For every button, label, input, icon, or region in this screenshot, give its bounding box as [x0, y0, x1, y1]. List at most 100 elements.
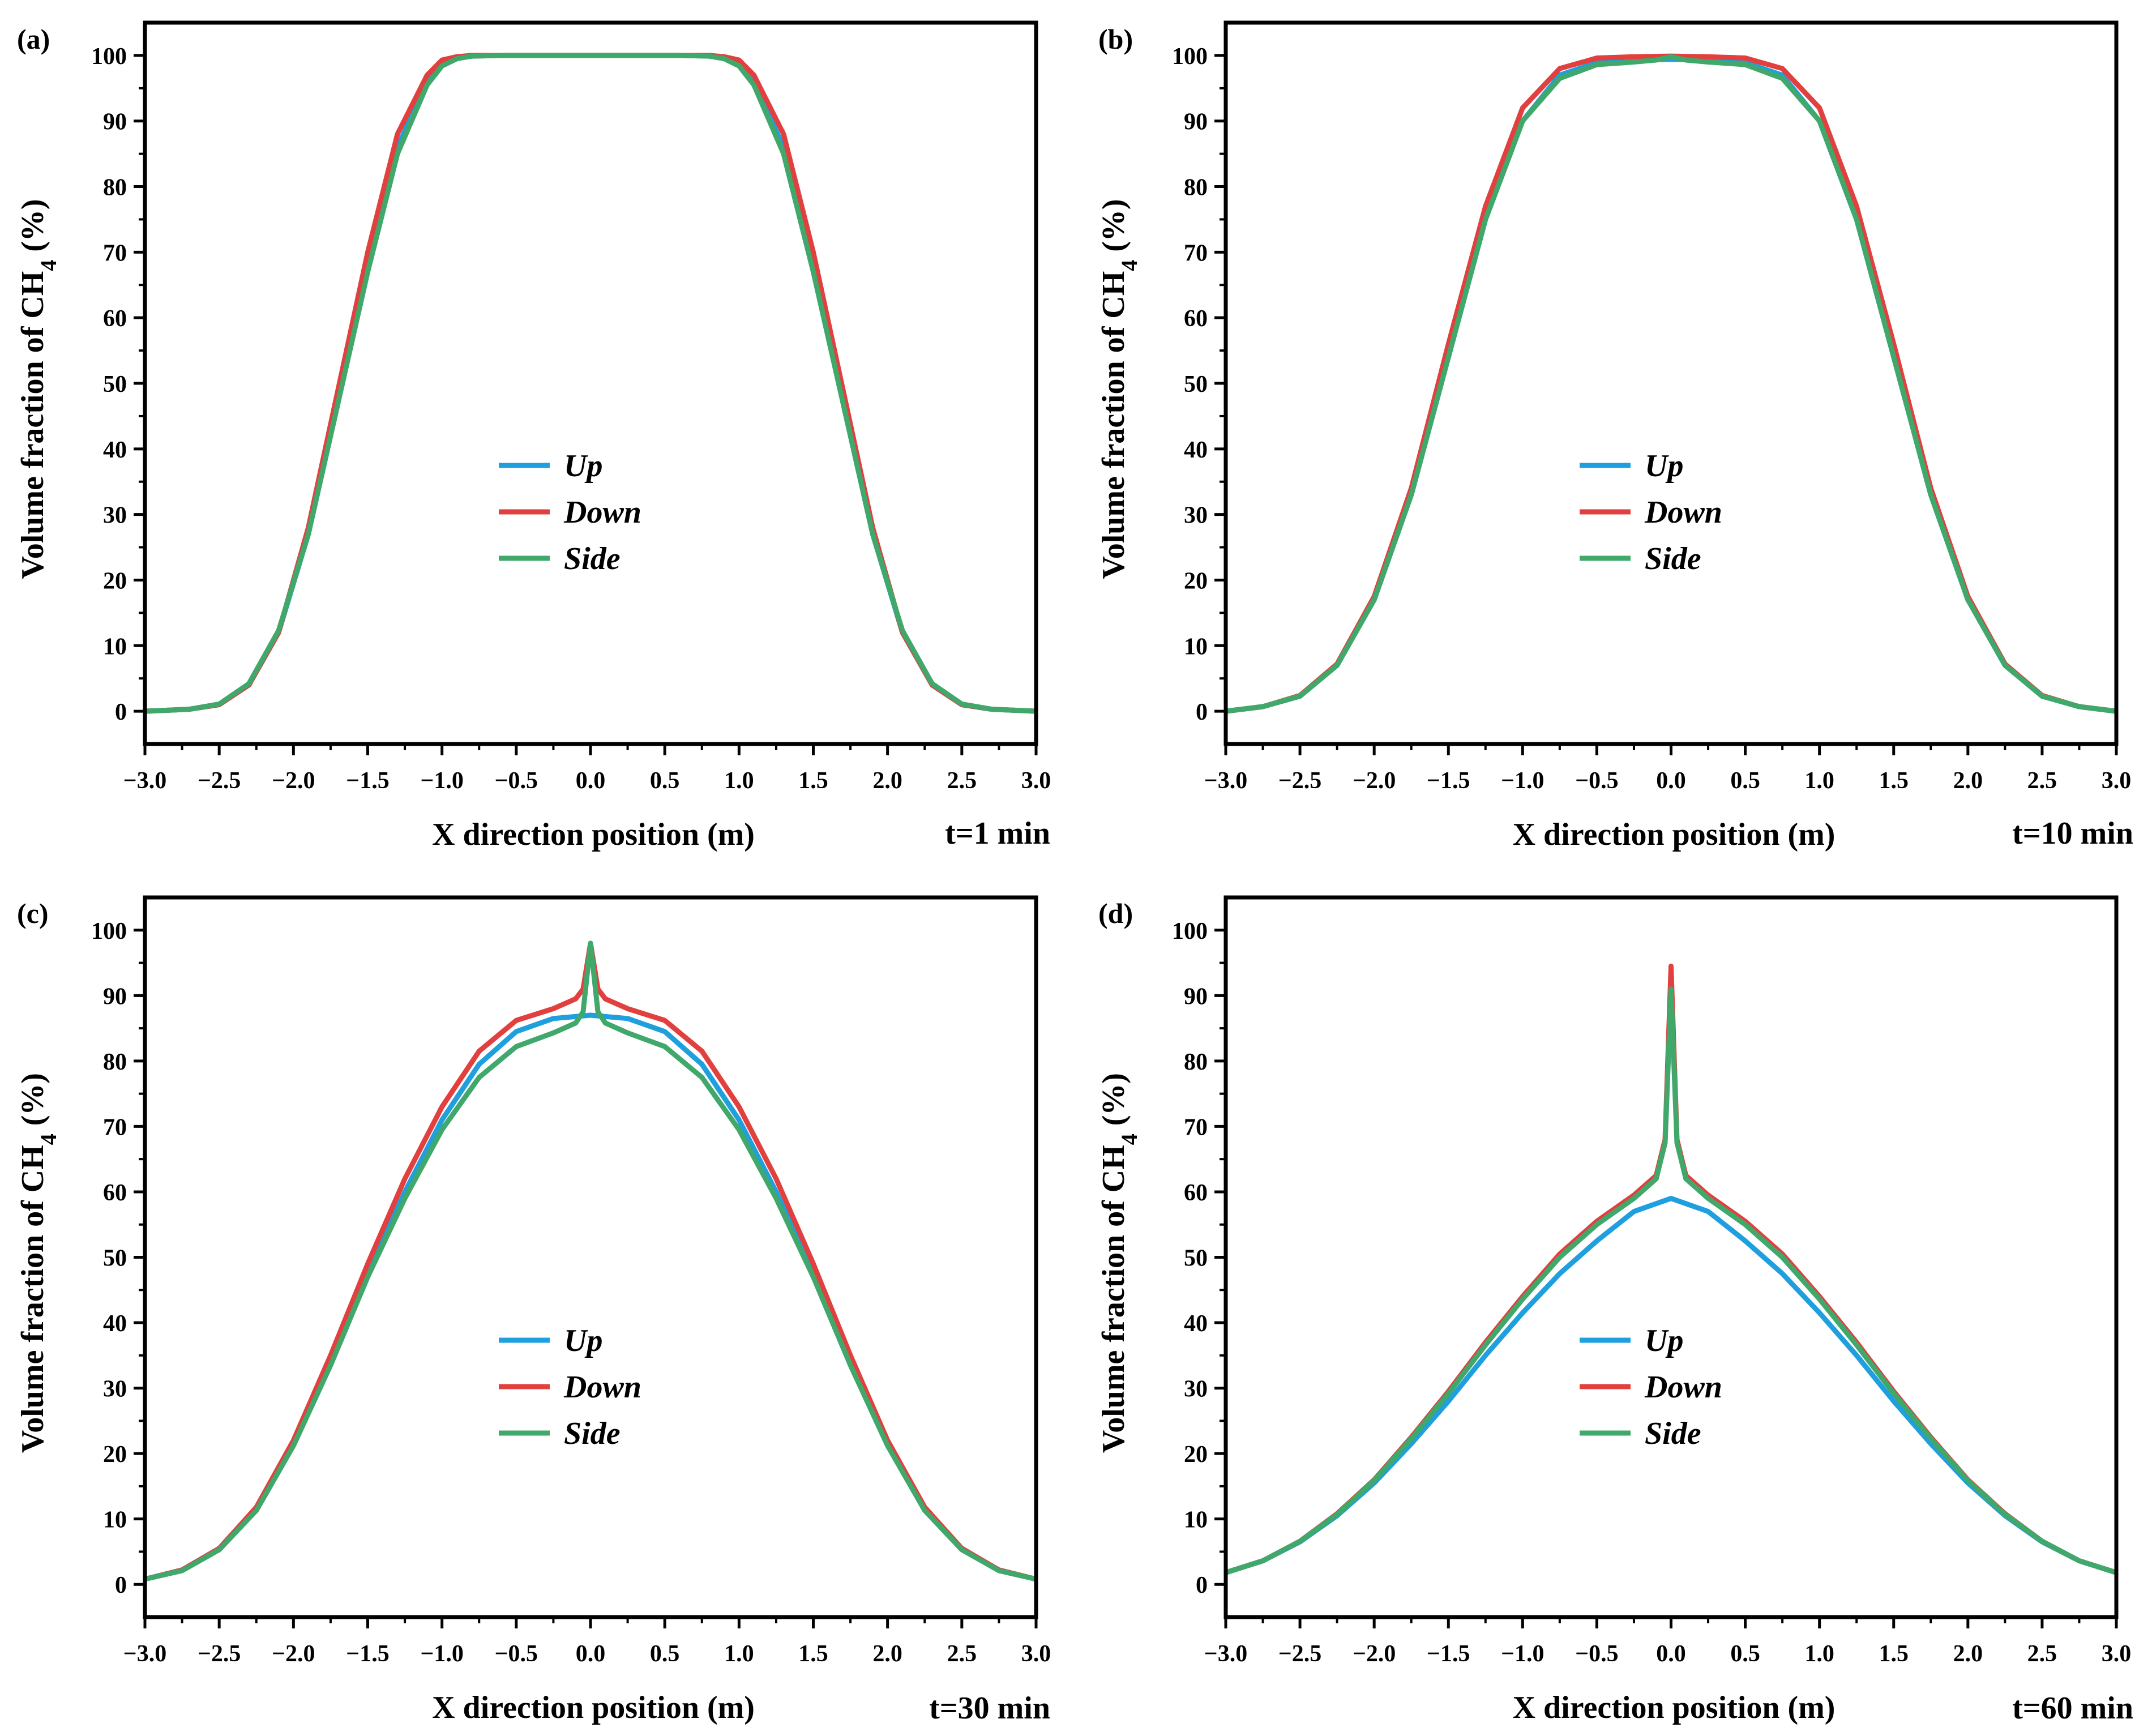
- x-tick-label: −3.0: [1204, 1641, 1247, 1667]
- x-tick-label: 1.0: [724, 1641, 754, 1667]
- x-tick-label: 1.0: [724, 768, 754, 794]
- panel-label: (c): [17, 897, 49, 929]
- y-axis-title-unit: (%): [15, 199, 50, 259]
- legend-label-down: Down: [1644, 1370, 1722, 1405]
- x-tick-label: −0.5: [1575, 1641, 1618, 1667]
- y-axis-title: Volume fraction of CH4 (%): [15, 199, 61, 579]
- chart-panel: −3.0 −2.5 −2.0 −1.5 −1.0 −0.5 0.0 0.5 1.0 1.5 2.0 2…: [15, 20, 1051, 852]
- legend-label-side: Side: [564, 541, 621, 576]
- y-tick-label: 100: [1172, 918, 1208, 944]
- series-group: [145, 940, 1036, 1582]
- x-axis-title: X direction position (m): [432, 817, 755, 852]
- y-tick-label: 40: [1184, 1311, 1208, 1337]
- x-tick-label: 1.0: [1804, 1641, 1834, 1667]
- y-axis-title-main: Volume fraction of CH: [1096, 271, 1131, 579]
- y-tick-label: 30: [103, 1376, 127, 1403]
- series-line-up: [145, 53, 1036, 714]
- chart-panel: −3.0 −2.5 −2.0 −1.5 −1.0 −0.5 0.0 0.5 1.0 1.5 2.0 2…: [1096, 20, 2133, 852]
- y-tick-label: 50: [1184, 371, 1208, 397]
- x-tick-label: 0.0: [576, 768, 606, 794]
- y-tick-label: 100: [1172, 44, 1208, 70]
- x-tick-label: −2.0: [1353, 768, 1396, 794]
- y-tick-label: 30: [1184, 1376, 1208, 1403]
- x-tick-label: −1.0: [1501, 768, 1544, 794]
- plot-frame: [1223, 20, 2119, 746]
- chart-panel: −3.0 −2.5 −2.0 −1.5 −1.0 −0.5 0.0 0.5 1.0 1.5 2.0 2…: [1096, 895, 2133, 1726]
- y-tick-label: 90: [1184, 984, 1208, 1010]
- y-tick-label: 20: [103, 568, 127, 594]
- y-tick-label: 70: [1184, 240, 1208, 266]
- y-tick-label: 40: [1184, 437, 1208, 463]
- time-label: t=10 min: [2012, 816, 2133, 851]
- y-tick-label: 80: [103, 1049, 127, 1075]
- y-tick-label: 70: [103, 1114, 127, 1140]
- time-label: t=1 min: [945, 816, 1050, 851]
- y-tick-label: 70: [1184, 1114, 1208, 1140]
- y-tick-label: 20: [1184, 1442, 1208, 1468]
- x-axis-title: X direction position (m): [432, 1690, 755, 1725]
- x-tick-label: 2.5: [2027, 1641, 2057, 1667]
- y-axis-title-unit: (%): [1096, 199, 1131, 259]
- y-tick-label: 80: [1184, 1049, 1208, 1075]
- x-tick-label: −3.0: [1204, 768, 1247, 794]
- panel-label: (a): [17, 23, 50, 55]
- y-tick-label: 50: [1184, 1246, 1208, 1272]
- x-tick-label: 1.5: [798, 768, 828, 794]
- x-tick-label: −1.5: [1427, 1641, 1470, 1667]
- x-tick-label: 2.0: [1953, 1641, 1983, 1667]
- legend-label-down: Down: [563, 1370, 641, 1405]
- x-tick-label: −2.5: [1278, 1641, 1321, 1667]
- x-tick-label: 0.5: [650, 768, 680, 794]
- y-tick-label: 20: [103, 1442, 127, 1468]
- series-line-down: [145, 53, 1036, 714]
- x-tick-label: 3.0: [2102, 1641, 2132, 1667]
- x-tick-label: −0.5: [495, 1641, 538, 1667]
- x-tick-label: −1.0: [420, 768, 463, 794]
- legend-label-side: Side: [1645, 1416, 1701, 1451]
- y-tick-label: 90: [103, 109, 127, 135]
- x-tick-label: 0.0: [576, 1641, 606, 1667]
- legend-label-down: Down: [1644, 495, 1722, 530]
- legend-label-side: Side: [1645, 541, 1701, 576]
- y-tick-label: 30: [1184, 503, 1208, 529]
- series-line-side: [1226, 54, 2116, 714]
- series-group: [1226, 963, 2116, 1575]
- y-tick-label: 60: [1184, 306, 1208, 332]
- x-tick-label: 2.0: [872, 1641, 902, 1667]
- y-axis-title-unit: (%): [1096, 1073, 1131, 1134]
- series-line-up: [1226, 57, 2116, 714]
- time-label: t=30 min: [929, 1691, 1050, 1726]
- legend-label-up: Up: [1645, 1323, 1683, 1358]
- x-tick-label: −2.5: [1278, 768, 1321, 794]
- y-tick-label: 80: [103, 175, 127, 201]
- y-tick-label: 90: [1184, 109, 1208, 135]
- x-tick-label: −1.0: [420, 1641, 463, 1667]
- series-group: [1226, 53, 2116, 714]
- x-tick-label: 1.5: [1879, 1641, 1909, 1667]
- legend-label-up: Up: [564, 1323, 602, 1358]
- legend-label-side: Side: [564, 1416, 621, 1451]
- y-tick-label: 10: [1184, 1507, 1208, 1533]
- x-tick-label: 2.0: [872, 768, 902, 794]
- x-tick-label: −0.5: [495, 768, 538, 794]
- y-tick-label: 60: [103, 1180, 127, 1206]
- x-tick-label: 2.0: [1953, 768, 1983, 794]
- y-tick-label: 20: [1184, 568, 1208, 594]
- x-tick-label: 2.5: [947, 768, 977, 794]
- x-tick-label: 0.5: [1730, 1641, 1760, 1667]
- y-tick-label: 100: [91, 44, 127, 70]
- x-tick-label: 3.0: [2102, 768, 2132, 794]
- y-tick-label: 30: [103, 503, 127, 529]
- x-tick-label: −1.5: [346, 768, 389, 794]
- y-axis-title-main: Volume fraction of CH: [15, 1145, 50, 1453]
- series-line-side: [145, 940, 1036, 1582]
- y-tick-label: 80: [1184, 175, 1208, 201]
- legend-label-up: Up: [1645, 448, 1683, 484]
- y-tick-label: 10: [103, 1507, 127, 1533]
- y-tick-label: 40: [103, 1311, 127, 1337]
- y-tick-label: 10: [1184, 634, 1208, 660]
- series-line-down: [145, 940, 1036, 1582]
- x-tick-label: −1.0: [1501, 1641, 1544, 1667]
- x-tick-label: 1.0: [1804, 768, 1834, 794]
